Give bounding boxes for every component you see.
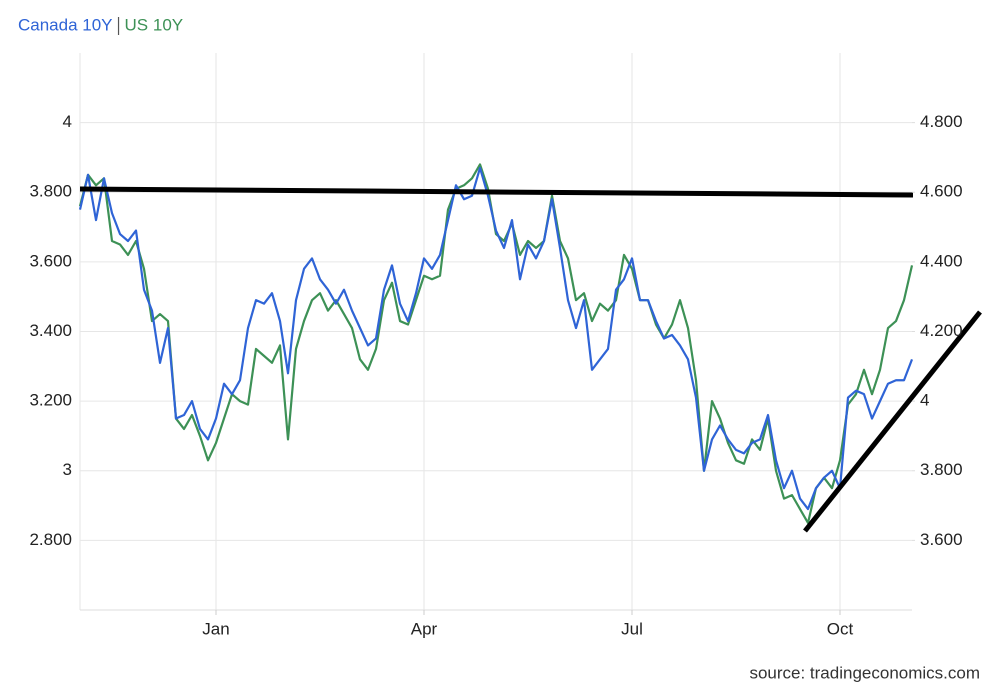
y-tick-label: 3.400 bbox=[29, 321, 72, 340]
y2-tick-label: 4.400 bbox=[920, 251, 963, 270]
y2-tick-label: 3.600 bbox=[920, 530, 963, 549]
y-tick-label: 3.200 bbox=[29, 391, 72, 410]
legend-entry: US 10Y bbox=[125, 15, 184, 34]
y-tick-label: 3.800 bbox=[29, 182, 72, 201]
y-tick-label: 4 bbox=[63, 112, 72, 131]
y2-tick-label: 4.200 bbox=[920, 321, 963, 340]
x-tick-label: Apr bbox=[411, 619, 438, 638]
trend-line bbox=[79, 186, 914, 198]
series-line bbox=[78, 166, 914, 511]
legend-entry: Canada 10Y bbox=[18, 15, 113, 34]
y2-tick-label: 3.800 bbox=[920, 460, 963, 479]
series-line bbox=[78, 163, 914, 525]
y-tick-label: 2.800 bbox=[29, 530, 72, 549]
trend-line bbox=[803, 310, 982, 533]
y-tick-label: 3 bbox=[63, 460, 72, 479]
x-tick-label: Jul bbox=[621, 619, 643, 638]
legend: Canada 10Y US 10Y bbox=[18, 15, 183, 35]
y2-tick-label: 4 bbox=[920, 391, 929, 410]
y-tick-label: 3.600 bbox=[29, 251, 72, 270]
grid bbox=[80, 53, 912, 610]
y2-tick-label: 4.600 bbox=[920, 182, 963, 201]
x-tick-label: Jan bbox=[202, 619, 229, 638]
source: source: tradingeconomics.com bbox=[749, 663, 980, 682]
lines bbox=[78, 163, 914, 525]
x-tick-label: Oct bbox=[827, 619, 854, 638]
y2-tick-label: 4.800 bbox=[920, 112, 963, 131]
